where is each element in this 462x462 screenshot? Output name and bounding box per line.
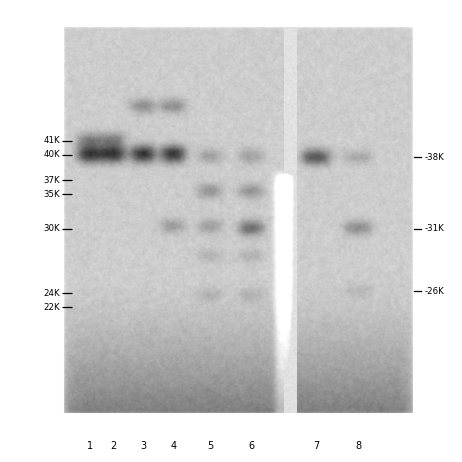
Text: 6: 6 [249, 441, 255, 451]
Text: 8: 8 [355, 441, 361, 451]
Text: 35K: 35K [43, 189, 60, 199]
Text: 41K: 41K [43, 136, 60, 146]
Text: 4: 4 [170, 441, 176, 451]
Text: 24K: 24K [43, 289, 60, 298]
Text: 2: 2 [110, 441, 116, 451]
Text: 30K: 30K [43, 224, 60, 233]
Text: 7: 7 [313, 441, 320, 451]
Text: 37K: 37K [43, 176, 60, 185]
Text: -38K: -38K [424, 152, 444, 162]
Text: 22K: 22K [43, 303, 60, 312]
Text: -26K: -26K [424, 286, 444, 296]
Text: 40K: 40K [43, 150, 60, 159]
Text: -31K: -31K [424, 224, 444, 233]
Text: 3: 3 [140, 441, 146, 451]
Text: 5: 5 [207, 441, 213, 451]
Text: 1: 1 [87, 441, 93, 451]
